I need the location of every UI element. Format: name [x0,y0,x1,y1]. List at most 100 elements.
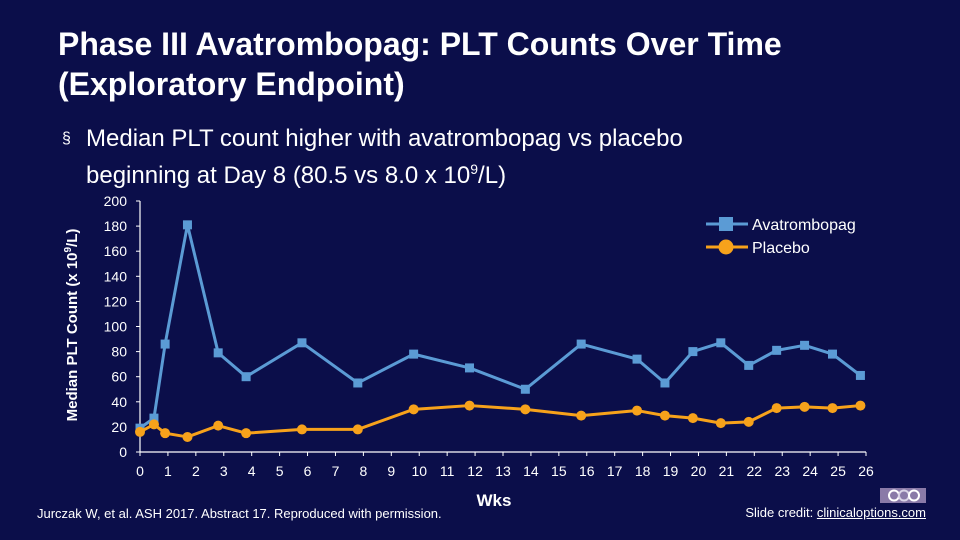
chart-legend: Avatrombopag Placebo [706,217,856,257]
slide-credit: Slide credit: clinicaloptions.com [745,505,926,520]
data-point-avatrombopag [160,339,170,349]
x-tick-label: 0 [136,463,144,479]
x-tick-label: 13 [495,463,511,479]
x-tick-label: 7 [332,463,340,479]
data-point-placebo [352,424,363,435]
x-tick-label: 10 [411,463,427,479]
slide-title-line-2: (Exploratory Endpoint) [58,66,405,102]
data-point-placebo [148,419,159,430]
clinicaloptions-link[interactable]: clinicaloptions.com [816,505,926,520]
x-tick-label: 21 [719,463,735,479]
x-tick-label: 6 [304,463,312,479]
data-point-avatrombopag [409,349,419,359]
y-tick-label: 80 [111,344,127,360]
bullet-line-2: beginning at Day 8 (80.5 vs 8.0 x 109/L) [86,154,922,191]
data-point-avatrombopag [827,349,837,359]
x-tick-label: 20 [691,463,707,479]
x-axis-label: Wks [477,491,512,510]
bullet-marker: § [62,130,71,147]
x-tick-label: 8 [359,463,367,479]
y-tick-label: 200 [104,193,128,209]
y-tick-label: 60 [111,369,127,385]
x-tick-label: 3 [220,463,228,479]
data-point-avatrombopag [800,340,810,350]
data-point-placebo [799,401,810,412]
slide-title: Phase III Avatrombopag: PLT Counts Over … [58,24,938,104]
x-tick-label: 4 [248,463,256,479]
x-tick-label: 22 [747,463,763,479]
data-point-placebo [576,410,587,421]
y-tick-label: 100 [104,319,128,335]
x-tick-label: 11 [440,463,455,479]
data-point-placebo [182,431,193,442]
y-tick-label: 160 [104,243,128,259]
bullet-point: § Median PLT count higher with avatrombo… [62,124,922,191]
y-tick-label: 180 [104,218,128,234]
data-point-avatrombopag [182,220,192,230]
legend-label-avatrombopag: Avatrombopag [752,217,856,234]
x-tick-label: 26 [858,463,874,479]
data-point-placebo [743,416,754,427]
y-axis-label-unit: /L) [64,229,81,247]
slide-title-line-1: Phase III Avatrombopag: PLT Counts Over … [58,26,782,62]
data-point-placebo [687,413,698,424]
data-point-avatrombopag [632,354,642,364]
y-axis-label-text: Median PLT Count (x 10 [64,252,81,421]
data-point-avatrombopag [213,348,223,358]
bullet-line-2-unit: /L) [478,162,507,189]
data-point-placebo [241,428,252,439]
data-point-avatrombopag [353,378,363,388]
data-point-placebo [771,403,782,414]
y-axis-label: Median PLT Count (x 109/L) [63,229,81,422]
series-placebo [135,400,866,442]
x-tick-label: 23 [774,463,790,479]
legend-label-placebo: Placebo [752,240,810,257]
y-axis-label-sup: 9 [63,246,74,252]
data-point-placebo [827,403,838,414]
data-point-avatrombopag [716,338,726,348]
y-tick-label: 0 [119,444,127,460]
data-point-placebo [408,404,419,415]
bullet-line-1: Median PLT count higher with avatrombopa… [86,125,683,152]
y-tick-label: 140 [104,268,128,284]
x-tick-label: 1 [164,463,172,479]
x-tick-label: 12 [467,463,483,479]
bullet-line-2-text: beginning at Day 8 (80.5 vs 8.0 x 10 [86,162,471,189]
x-tick-label: 19 [663,463,679,479]
x-tick-label: 16 [579,463,595,479]
data-point-placebo [213,420,224,431]
citation: Jurczak W, et al. ASH 2017. Abstract 17.… [37,506,442,521]
data-point-placebo [855,400,866,411]
data-point-avatrombopag [241,372,251,382]
x-tick-label: 9 [387,463,395,479]
data-point-placebo [160,428,171,439]
data-point-avatrombopag [576,339,586,349]
series-avatrombopag [135,220,865,433]
data-point-placebo [464,400,475,411]
y-tick-label: 40 [111,394,127,410]
bullet-superscript: 9 [470,161,479,177]
x-tick-label: 15 [551,463,567,479]
data-point-avatrombopag [520,384,530,394]
data-point-placebo [659,410,670,421]
data-point-avatrombopag [464,363,474,373]
data-point-avatrombopag [660,378,670,388]
chart-series [135,220,866,442]
data-point-placebo [135,426,145,437]
y-tick-label: 20 [111,419,127,435]
x-tick-label: 18 [635,463,651,479]
legend-marker-avatrombopag [719,217,733,231]
data-point-avatrombopag [855,370,865,380]
data-point-avatrombopag [772,345,782,355]
x-tick-label: 14 [523,463,539,479]
data-point-placebo [520,404,531,415]
data-point-avatrombopag [297,338,307,348]
x-tick-label: 25 [830,463,846,479]
chart-axes [139,201,866,453]
y-tick-label: 120 [104,293,128,309]
data-point-avatrombopag [744,360,754,370]
x-tick-label: 17 [607,463,623,479]
x-tick-label: 2 [192,463,200,479]
